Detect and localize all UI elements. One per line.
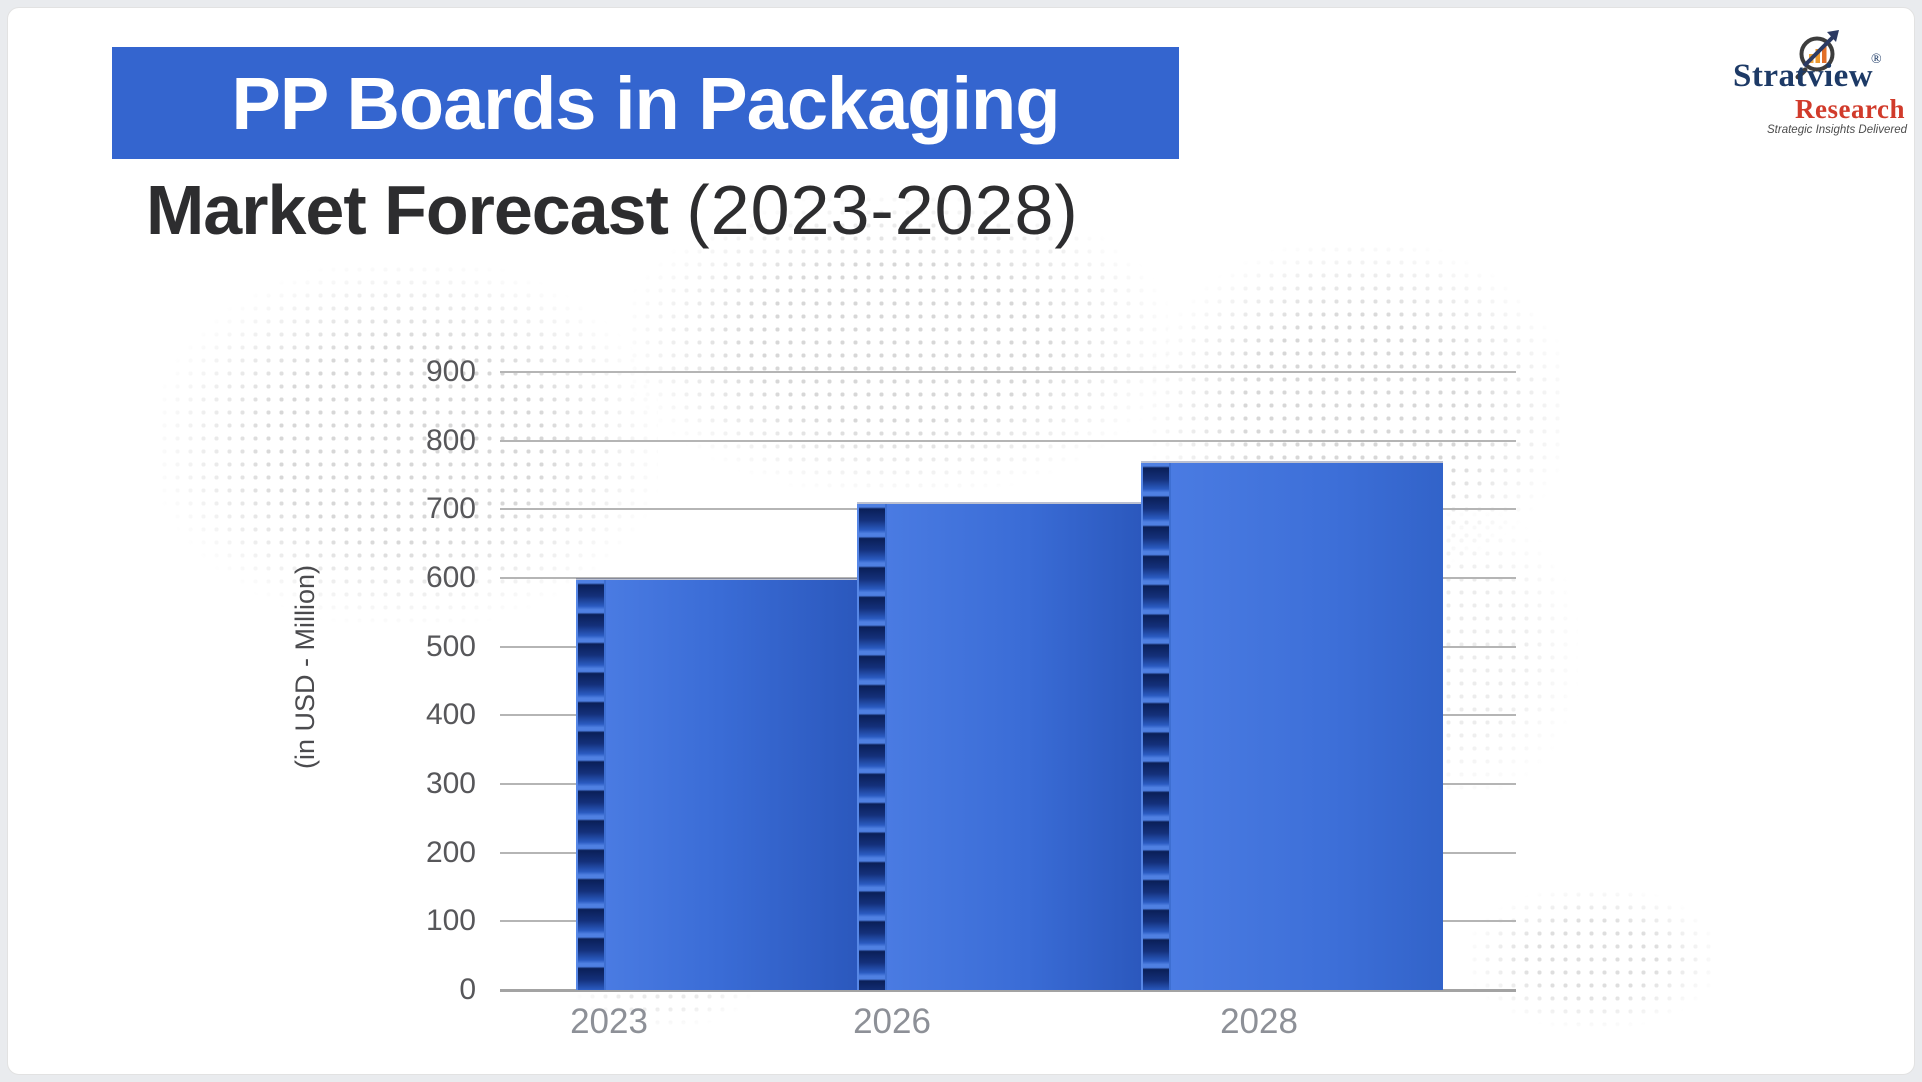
y-axis-tick-label-400: 400 (425, 698, 476, 732)
subtitle-main: Market Forecast (146, 171, 669, 249)
title-badge: PP Boards in Packaging (112, 47, 1179, 159)
y-axis-tick-label-200: 200 (425, 835, 476, 869)
bar-2023 (576, 578, 857, 990)
y-axis-tick-label-700: 700 (425, 492, 476, 526)
bar-2026 (857, 502, 1141, 990)
logo-tagline: Strategic Insights Delivered (1767, 124, 1907, 136)
bar-fluted-edge (1141, 463, 1171, 990)
gridline-0 (500, 989, 1516, 992)
y-axis-tick-label-0: 0 (459, 973, 476, 1006)
y-axis-tick-label-100: 100 (425, 904, 476, 938)
x-axis-label-2028: 2028 (1220, 1002, 1298, 1041)
logo-brand-name: Stratview (1733, 58, 1874, 94)
y-axis-tick-label-800: 800 (425, 423, 476, 457)
magnifier-growth-chart-icon (1795, 30, 1839, 80)
dot-map-europe (628, 193, 1168, 493)
y-axis-tick-label-300: 300 (425, 767, 476, 800)
bar-fluted-edge (857, 504, 887, 990)
gridline-900 (500, 371, 1516, 373)
bar-fluted-edge (576, 580, 606, 990)
y-axis-tick-label-900: 900 (425, 355, 476, 388)
x-axis-label-2026: 2026 (853, 1002, 931, 1041)
card-background: PP Boards in Packaging Market Forecast (… (7, 7, 1915, 1075)
subtitle-range: (2023-2028) (686, 171, 1079, 249)
x-axis-label-2023: 2023 (570, 1002, 648, 1041)
registered-trademark-symbol: ® (1871, 52, 1882, 67)
bar-body (606, 580, 857, 990)
bar-body (887, 504, 1141, 990)
y-axis-tick-label-600: 600 (425, 561, 476, 594)
dot-map-americas (158, 263, 658, 623)
bar-body (1171, 463, 1443, 990)
bar-chart-plot-area: 900 800 700 600 500 400 300 200 100 0 2023 2026 2028 (426, 355, 1516, 1041)
page-title: PP Boards in Packaging (231, 61, 1061, 145)
page-subtitle: Market Forecast (2023-2028) (146, 170, 1079, 250)
y-axis-title: (in USD - Million) (290, 564, 320, 770)
logo-brand-name-second: Research (1795, 94, 1905, 124)
dot-map-bottom-right (1468, 888, 1718, 1028)
bar-2028 (1141, 461, 1443, 990)
y-axis-tick-label-500: 500 (425, 629, 476, 663)
gridline-800 (500, 439, 1516, 442)
stratview-research-logo: Stratview ® Research Strategic Insights … (1731, 20, 1914, 138)
